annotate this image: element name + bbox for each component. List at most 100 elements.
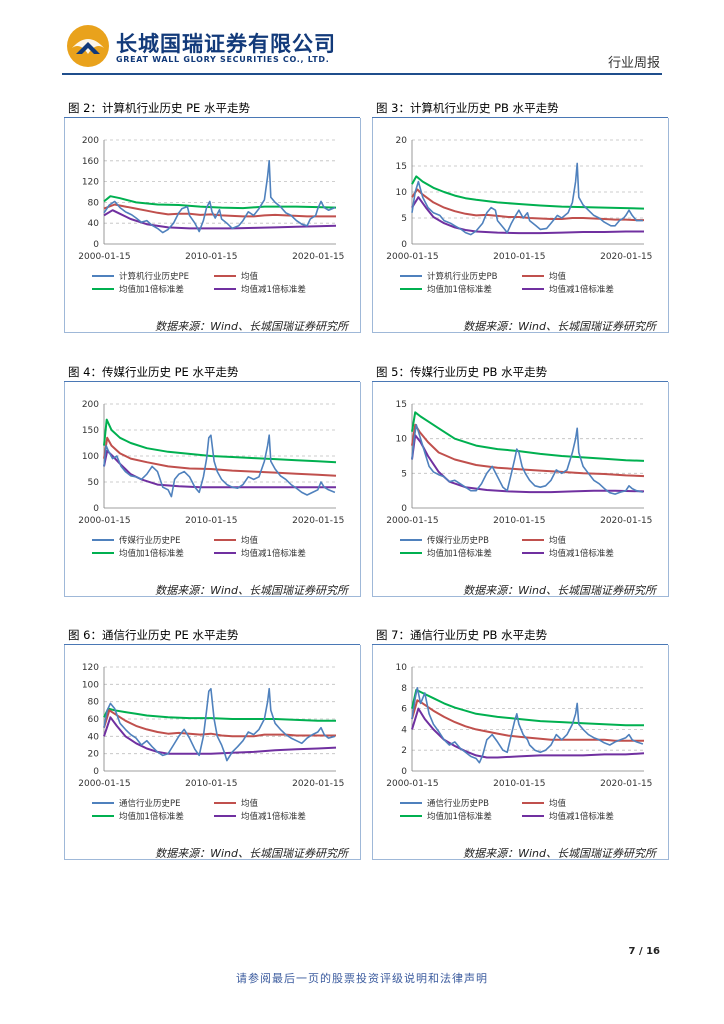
x-tick-label: 2020-01-15: [292, 252, 344, 262]
figure-source: 数据来源：Wind、长城国瑞证券研究所: [155, 320, 348, 333]
legend-label: 计算机行业历史PE: [119, 271, 189, 282]
series-line-plus1: [411, 175, 645, 210]
figure-source: 数据来源：Wind、长城国瑞证券研究所: [463, 320, 656, 333]
series-line-mean: [411, 699, 644, 742]
pe-chart-media: 0 50 100 150 200 2000-01-15 2010-01-15 2020-01-…: [78, 400, 344, 559]
y-tick-label: 15: [396, 162, 407, 172]
series-line-mean: [411, 423, 645, 478]
pe-chart-computer: 0 40 80 120 160 200 2000-01-15 2010-01-15 2020-0…: [78, 136, 344, 295]
y-tick-label: 20: [88, 750, 100, 760]
legend-label: 均值: [549, 535, 567, 546]
page-number: 7 / 16: [628, 946, 661, 957]
y-tick-label: 160: [82, 157, 99, 167]
series-line-minus1: [411, 196, 644, 235]
x-tick-label: 2010-01-15: [185, 779, 237, 789]
y-tick-label: 0: [93, 504, 99, 514]
y-tick-label: 4: [401, 725, 407, 735]
legend-label: 通信行业历史PB: [427, 798, 489, 809]
figure-panel-3: 图 3：计算机行业历史 PB 水平走势 0 5 10 15 20 2000-01-15 20…: [372, 100, 669, 333]
x-tick-label: 2020-01-15: [600, 252, 652, 262]
pb-chart-media: 0 5 10 15 2000-01-15 2010-01-15 2020-01-15 传媒行业…: [386, 400, 652, 559]
company-name-cn: 长城国瑞证券有限公司: [116, 32, 336, 56]
legend-label: 计算机行业历史PB: [427, 271, 498, 282]
header-divider: [62, 73, 662, 75]
y-tick-label: 0: [93, 240, 99, 250]
figure-frame: [372, 382, 669, 597]
legend-label: 均值: [241, 271, 259, 282]
x-tick-label: 2010-01-15: [493, 516, 545, 526]
series-line-history: [411, 162, 643, 236]
figure-title: 图 5：传媒行业历史 PB 水平走势: [376, 365, 548, 379]
y-tick-label: 20: [396, 136, 408, 146]
y-tick-label: 150: [82, 426, 99, 436]
x-tick-label: 2020-01-15: [292, 779, 344, 789]
y-tick-label: 10: [396, 663, 408, 673]
legend-label: 均值: [549, 271, 567, 282]
document-type: 行业周报: [607, 56, 660, 71]
pb-chart-telecom: 0 2 4 6 8 10 2000-01-15 2010-01-15 2020-01-15 通信行…: [386, 663, 652, 822]
x-tick-label: 2000-01-15: [78, 516, 130, 526]
series-line-mean: [103, 436, 337, 477]
y-tick-label: 120: [82, 663, 99, 673]
y-tick-label: 0: [401, 240, 407, 250]
series-line-plus1: [103, 418, 337, 464]
y-tick-label: 10: [396, 188, 408, 198]
figure-source: 数据来源：Wind、长城国瑞证券研究所: [463, 584, 656, 597]
legend-label: 均值减1倍标准差: [549, 811, 614, 822]
figure-title: 图 3：计算机行业历史 PB 水平走势: [376, 101, 559, 115]
legend-label: 均值加1倍标准差: [427, 284, 492, 295]
y-tick-label: 200: [82, 136, 99, 146]
legend-label: 均值减1倍标准差: [549, 548, 614, 559]
y-tick-label: 2: [401, 746, 407, 756]
y-tick-label: 5: [401, 214, 407, 224]
series-line-plus1: [103, 707, 336, 722]
company-name-en: GREAT WALL GLORY SECURITIES CO., LTD.: [116, 55, 330, 64]
legend-label: 传媒行业历史PE: [119, 535, 181, 546]
footer-disclaimer: 请参阅最后一页的股票投资评级说明和法律声明: [236, 972, 488, 985]
figure-title-rule: [372, 117, 668, 118]
figure-source: 数据来源：Wind、长城国瑞证券研究所: [155, 847, 348, 860]
legend-label: 均值加1倍标准差: [119, 284, 184, 295]
x-tick-label: 2020-01-15: [600, 516, 652, 526]
x-tick-label: 2000-01-15: [78, 779, 130, 789]
legend-label: 均值减1倍标准差: [549, 284, 614, 295]
series-line-history: [103, 687, 336, 762]
figure-frame: [64, 118, 361, 333]
legend-label: 均值减1倍标准差: [241, 284, 306, 295]
y-tick-label: 80: [88, 698, 100, 708]
y-tick-label: 15: [396, 400, 407, 410]
y-tick-label: 40: [88, 219, 100, 229]
figure-frame: [372, 118, 669, 333]
legend-label: 通信行业历史PE: [119, 798, 181, 809]
series-line-history: [103, 160, 336, 234]
series-line-plus1: [411, 411, 645, 462]
legend-label: 均值加1倍标准差: [427, 811, 492, 822]
y-tick-label: 10: [396, 435, 408, 445]
pb-chart-computer: 0 5 10 15 20 2000-01-15 2010-01-15 2020-01-15 计算…: [386, 136, 652, 295]
legend-label: 均值: [549, 798, 567, 809]
y-tick-label: 100: [82, 452, 99, 462]
figure-title-rule: [372, 644, 668, 645]
series-line-history: [411, 424, 644, 495]
pe-chart-telecom: 0 20 40 60 80 100 120 2000-01-15 2010-01-15 2020-…: [78, 663, 344, 822]
x-tick-label: 2010-01-15: [185, 252, 237, 262]
x-tick-label: 2020-01-15: [600, 779, 652, 789]
y-tick-label: 50: [88, 478, 100, 488]
x-tick-label: 2000-01-15: [78, 252, 130, 262]
y-tick-label: 0: [93, 767, 99, 777]
series-line-history: [103, 434, 336, 498]
figure-panel-4: 图 4：传媒行业历史 PE 水平走势 0 50 100 150 200 2000-01-1…: [64, 364, 361, 597]
series-line-minus1: [411, 707, 645, 759]
y-tick-label: 8: [401, 684, 407, 694]
figure-title: 图 2：计算机行业历史 PE 水平走势: [68, 101, 250, 115]
series-line-minus1: [103, 716, 337, 755]
series-line-history: [411, 687, 644, 764]
legend-label: 均值加1倍标准差: [119, 548, 184, 559]
x-tick-label: 2000-01-15: [386, 779, 438, 789]
company-logo-icon: [67, 25, 109, 67]
y-tick-label: 60: [88, 715, 100, 725]
x-tick-label: 2000-01-15: [386, 516, 438, 526]
y-tick-label: 40: [88, 732, 100, 742]
series-line-plus1: [411, 688, 644, 727]
y-tick-label: 120: [82, 178, 99, 188]
